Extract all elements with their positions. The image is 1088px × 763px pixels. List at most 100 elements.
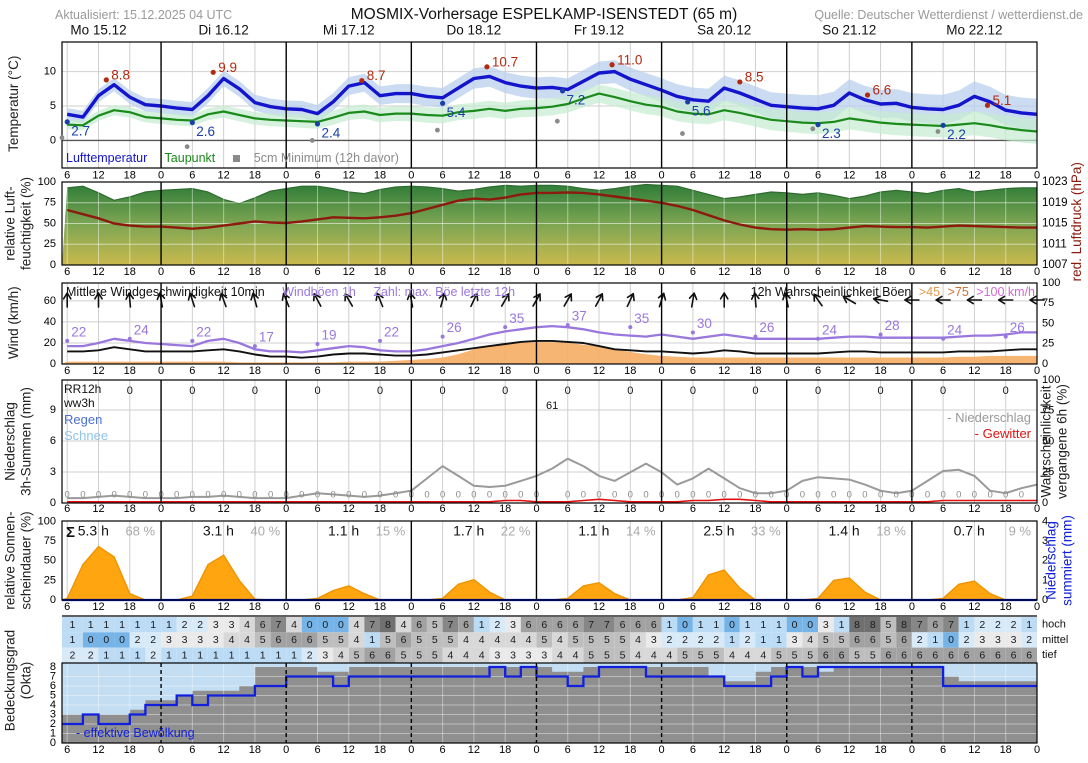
svg-text:18: 18 — [374, 601, 386, 613]
svg-text:2.4: 2.4 — [322, 125, 341, 140]
svg-text:0: 0 — [533, 365, 539, 377]
svg-text:6: 6 — [64, 601, 70, 613]
svg-text:14 %: 14 % — [626, 523, 656, 538]
svg-text:0: 0 — [283, 744, 289, 756]
svg-text:0: 0 — [659, 266, 665, 278]
hour-axis-labels: 6 12 18 6 12 18 6 12 18 6 12 18 6 12 18 6 12 18 6 12 18 6 12 18… — [64, 169, 1040, 756]
svg-text:0: 0 — [127, 490, 132, 501]
svg-text:6: 6 — [815, 169, 821, 181]
svg-text:8: 8 — [854, 619, 860, 631]
svg-text:8: 8 — [385, 619, 391, 631]
svg-text:6: 6 — [440, 601, 446, 613]
svg-text:12: 12 — [343, 744, 355, 756]
svg-text:6: 6 — [932, 619, 938, 631]
svg-text:5: 5 — [604, 634, 610, 646]
svg-text:7: 7 — [917, 619, 923, 631]
svg-text:6: 6 — [815, 744, 821, 756]
svg-text:7: 7 — [275, 619, 281, 631]
svg-text:4: 4 — [510, 634, 516, 646]
svg-text:6: 6 — [815, 266, 821, 278]
svg-text:0: 0 — [909, 365, 915, 377]
svg-text:1: 1 — [229, 650, 235, 662]
axis-label-cloudcover: Bedeckungsgrad (Okta) — [2, 629, 33, 732]
svg-text:1: 1 — [69, 634, 75, 646]
svg-text:18: 18 — [124, 365, 136, 377]
svg-text:4: 4 — [651, 650, 657, 662]
svg-text:1: 1 — [119, 650, 125, 662]
svg-text:26: 26 — [447, 320, 462, 335]
svg-text:0: 0 — [377, 385, 383, 397]
svg-text:0: 0 — [831, 490, 836, 501]
svg-text:0: 0 — [987, 490, 992, 501]
svg-text:6: 6 — [651, 619, 657, 631]
svg-text:2: 2 — [307, 650, 313, 662]
svg-text:0: 0 — [377, 490, 382, 501]
svg-text:0: 0 — [158, 365, 164, 377]
svg-text:1: 1 — [166, 619, 172, 631]
svg-text:2: 2 — [69, 650, 75, 662]
svg-text:6: 6 — [557, 619, 563, 631]
svg-text:0: 0 — [111, 490, 116, 501]
svg-text:18: 18 — [624, 744, 636, 756]
svg-text:18: 18 — [624, 503, 636, 515]
svg-text:0: 0 — [878, 385, 884, 397]
svg-text:0: 0 — [565, 385, 571, 397]
svg-text:1.1 h: 1.1 h — [328, 523, 359, 539]
svg-text:18: 18 — [624, 601, 636, 613]
svg-text:0: 0 — [690, 385, 696, 397]
svg-text:4: 4 — [479, 634, 485, 646]
svg-text:6: 6 — [870, 634, 876, 646]
svg-text:5: 5 — [588, 650, 594, 662]
svg-text:6: 6 — [314, 601, 320, 613]
svg-text:18: 18 — [874, 169, 886, 181]
svg-text:24: 24 — [822, 322, 838, 337]
svg-text:68 %: 68 % — [125, 523, 155, 538]
svg-text:0: 0 — [1019, 490, 1024, 501]
svg-text:6: 6 — [541, 619, 547, 631]
svg-text:0: 0 — [96, 490, 101, 501]
svg-text:12: 12 — [843, 744, 855, 756]
svg-text:18: 18 — [749, 503, 761, 515]
svg-text:12: 12 — [843, 169, 855, 181]
svg-text:18: 18 — [874, 503, 886, 515]
svg-text:2: 2 — [197, 619, 203, 631]
svg-text:18: 18 — [499, 365, 511, 377]
svg-text:1: 1 — [103, 650, 109, 662]
svg-text:0: 0 — [628, 490, 633, 501]
svg-text:12: 12 — [593, 744, 605, 756]
sigma-icon: Σ — [66, 524, 76, 541]
svg-text:6: 6 — [291, 634, 297, 646]
svg-text:5: 5 — [416, 650, 422, 662]
svg-text:7: 7 — [588, 619, 594, 631]
svg-text:28: 28 — [885, 318, 900, 333]
svg-text:12: 12 — [217, 503, 229, 515]
svg-text:0: 0 — [408, 503, 414, 515]
svg-text:2: 2 — [745, 634, 751, 646]
svg-text:4: 4 — [666, 650, 672, 662]
svg-text:5: 5 — [807, 650, 813, 662]
legend-gust-prob-title: 12h Wahrscheinlichkeit Böen — [750, 285, 912, 299]
svg-text:75: 75 — [44, 197, 56, 209]
svg-text:1: 1 — [964, 619, 970, 631]
svg-text:1: 1 — [776, 634, 782, 646]
svg-text:37: 37 — [572, 309, 587, 324]
svg-text:Mo 15.12: Mo 15.12 — [70, 23, 126, 38]
svg-text:24: 24 — [134, 322, 150, 337]
svg-text:100: 100 — [1042, 277, 1060, 289]
svg-text:6: 6 — [995, 650, 1001, 662]
svg-text:7: 7 — [604, 619, 610, 631]
svg-text:0: 0 — [956, 490, 961, 501]
svg-text:4: 4 — [354, 619, 360, 631]
svg-text:5: 5 — [870, 650, 876, 662]
svg-text:4: 4 — [291, 619, 297, 631]
svg-text:25: 25 — [44, 238, 56, 250]
svg-text:0: 0 — [862, 490, 867, 501]
svg-text:4: 4 — [760, 650, 766, 662]
svg-text:18: 18 — [1000, 169, 1012, 181]
svg-text:0: 0 — [627, 385, 633, 397]
svg-text:8: 8 — [870, 619, 876, 631]
svg-text:24: 24 — [947, 322, 963, 337]
svg-text:12: 12 — [217, 266, 229, 278]
svg-text:1: 1 — [839, 619, 845, 631]
